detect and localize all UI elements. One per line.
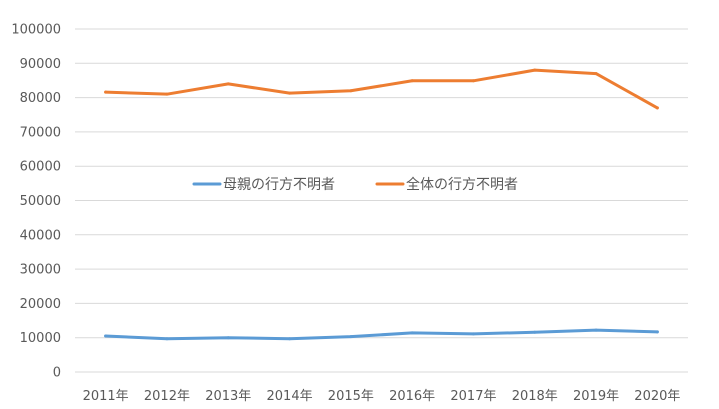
y-tick-label: 70000 (20, 125, 61, 140)
data-point (655, 330, 659, 334)
x-tick-label: 2014年 (267, 389, 313, 404)
data-point (594, 328, 598, 332)
x-tick-label: 2015年 (328, 389, 374, 404)
legend-label: 母親の行方不明者 (223, 177, 335, 193)
x-tick-label: 2016年 (389, 389, 435, 404)
y-tick-label: 30000 (20, 263, 61, 278)
data-point (594, 72, 598, 76)
x-tick-label: 2018年 (512, 389, 558, 404)
data-point (226, 82, 230, 86)
y-tick-label: 100000 (11, 23, 61, 38)
y-tick-label: 0 (53, 366, 61, 381)
y-tick-label: 10000 (20, 331, 61, 346)
data-point (471, 332, 475, 336)
data-point (533, 330, 537, 334)
x-tick-label: 2012年 (144, 389, 190, 404)
series-line-1 (104, 68, 659, 110)
data-point (288, 91, 292, 95)
legend-label: 全体の行方不明者 (406, 176, 518, 193)
data-point (410, 79, 414, 83)
data-point (349, 89, 353, 93)
data-point (288, 337, 292, 341)
data-point (410, 331, 414, 335)
x-tick-label: 2019年 (573, 389, 619, 404)
series-layer (104, 68, 659, 341)
y-tick-label: 20000 (20, 297, 61, 312)
x-axis-ticks: 2011年 2012年 2013年 2014年 2015年 2016年 2017年 2018年… (83, 389, 681, 404)
data-point (655, 106, 659, 110)
data-point (165, 92, 169, 96)
x-tick-label: 2011年 (83, 389, 129, 404)
data-point (104, 334, 108, 338)
y-tick-label: 60000 (20, 160, 61, 175)
data-point (104, 90, 108, 94)
y-tick-label: 40000 (20, 228, 61, 243)
data-point (226, 336, 230, 340)
x-tick-label: 2013年 (205, 389, 251, 404)
y-tick-label: 50000 (20, 194, 61, 209)
data-point (165, 337, 169, 341)
y-tick-label: 80000 (20, 91, 61, 106)
y-axis-ticks: 0 10000 20000 30000 40000 50000 60000 70000 8000… (11, 23, 61, 381)
x-tick-label: 2017年 (450, 389, 496, 404)
gridlines (75, 28, 688, 373)
legend: 母親の行方不明者 全体の行方不明者 (192, 176, 518, 193)
y-tick-label: 90000 (20, 57, 61, 72)
data-point (533, 68, 537, 72)
x-tick-label: 2020年 (634, 389, 680, 404)
data-point (471, 79, 475, 83)
series-line-0 (104, 328, 659, 341)
data-point (349, 335, 353, 339)
